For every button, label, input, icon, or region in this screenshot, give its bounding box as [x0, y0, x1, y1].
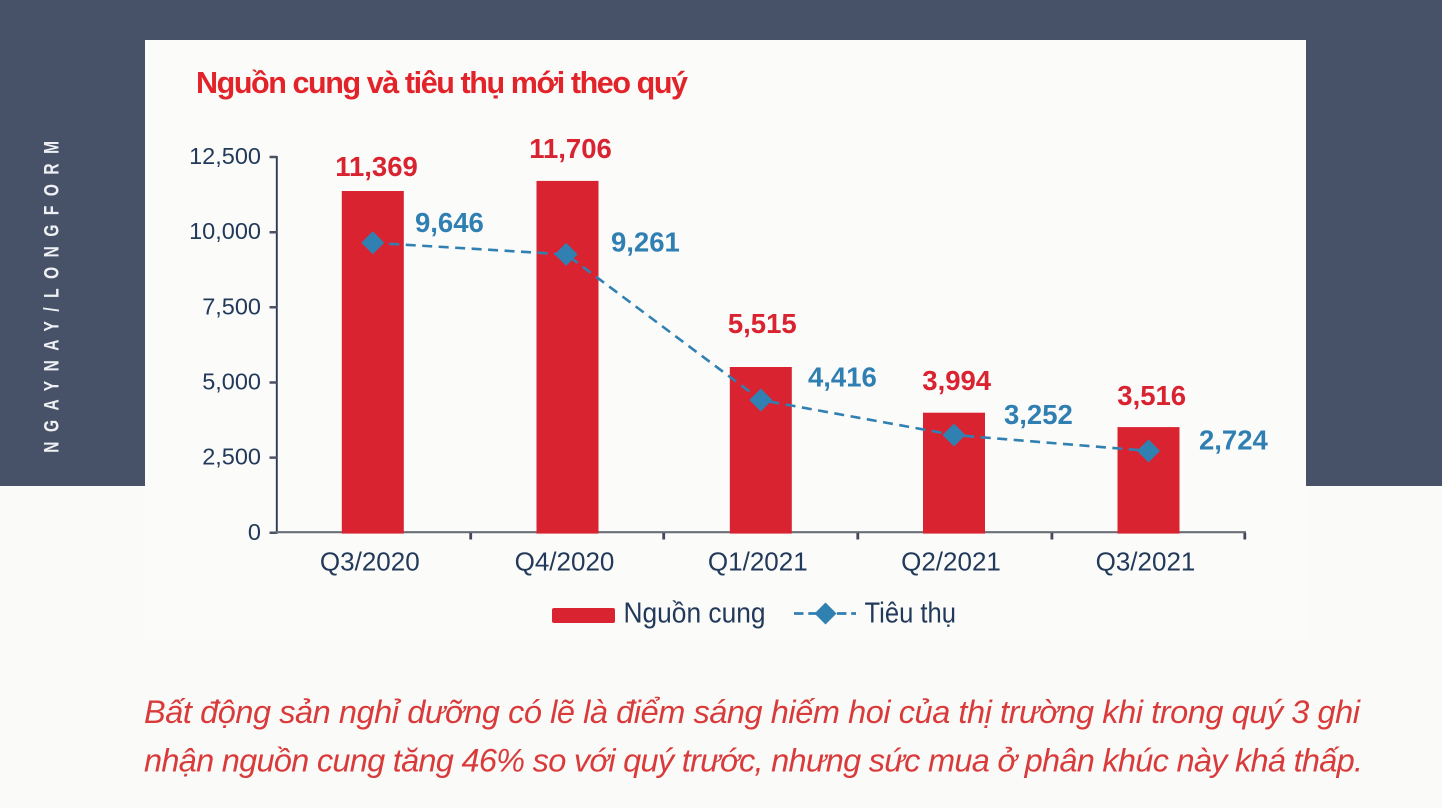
- svg-text:nhận nguồn cung tăng 46% so vớ: nhận nguồn cung tăng 46% so với quý trướ…: [144, 743, 1363, 779]
- svg-text:12,500: 12,500: [189, 143, 261, 169]
- svg-text:Q2/2021: Q2/2021: [901, 547, 1001, 577]
- svg-text:4,416: 4,416: [808, 361, 877, 392]
- svg-text:9,261: 9,261: [611, 227, 680, 258]
- svg-text:NGAYNAY/LONGFORM: NGAYNAY/LONGFORM: [39, 132, 63, 453]
- svg-text:Q1/2021: Q1/2021: [708, 547, 808, 577]
- svg-text:3,994: 3,994: [922, 365, 992, 396]
- svg-text:Tiêu thụ: Tiêu thụ: [865, 598, 957, 630]
- svg-text:Q3/2020: Q3/2020: [320, 547, 420, 577]
- svg-text:Q3/2021: Q3/2021: [1096, 547, 1196, 577]
- svg-text:10,000: 10,000: [189, 218, 261, 244]
- svg-text:0: 0: [248, 519, 261, 545]
- svg-text:Q4/2020: Q4/2020: [515, 547, 615, 577]
- svg-text:5,000: 5,000: [202, 369, 261, 395]
- svg-text:3,516: 3,516: [1117, 380, 1186, 411]
- svg-text:Nguồn cung: Nguồn cung: [624, 598, 766, 630]
- svg-text:11,369: 11,369: [335, 151, 418, 182]
- svg-text:11,706: 11,706: [529, 133, 612, 164]
- svg-text:5,515: 5,515: [728, 308, 797, 339]
- svg-text:2,500: 2,500: [202, 444, 261, 470]
- svg-text:Bất động sản nghỉ dưỡng có lẽ: Bất động sản nghỉ dưỡng có lẽ là điểm sá…: [144, 694, 1361, 730]
- svg-text:Nguồn cung và tiêu thụ mới the: Nguồn cung và tiêu thụ mới theo quý: [196, 66, 688, 100]
- svg-text:9,646: 9,646: [415, 207, 484, 238]
- svg-text:3,252: 3,252: [1004, 399, 1073, 430]
- svg-text:7,500: 7,500: [202, 293, 261, 319]
- svg-text:2,724: 2,724: [1199, 424, 1269, 455]
